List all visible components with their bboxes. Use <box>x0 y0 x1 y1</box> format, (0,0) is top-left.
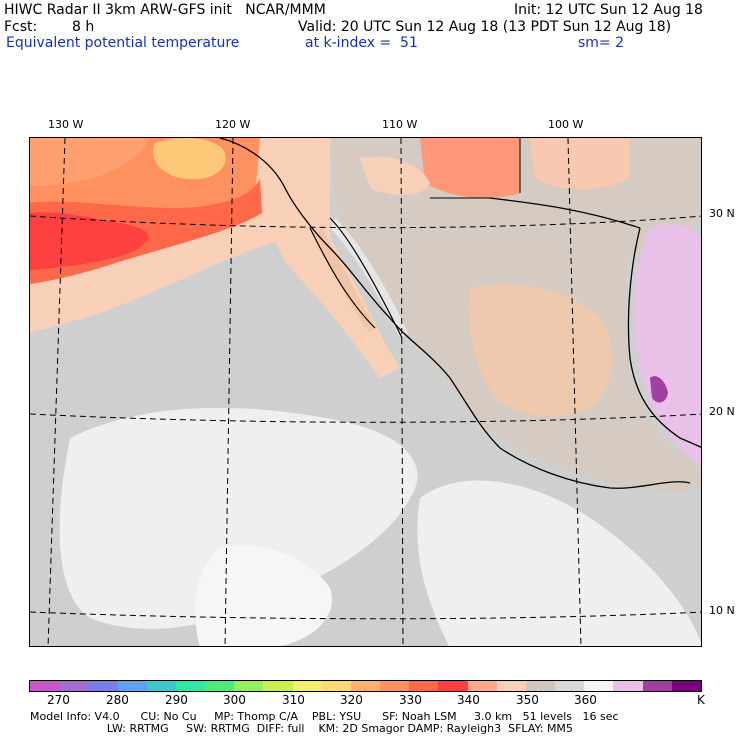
colorbar-segment-10 <box>321 681 351 691</box>
colorbar-segment-21 <box>642 681 672 691</box>
lon-label-110w: 110 W <box>382 118 418 131</box>
level-index: at k-index = 51 <box>305 35 418 51</box>
colorbar-label-340: 340 <box>457 693 480 707</box>
lat-label-20n: 20 N <box>709 405 735 418</box>
title-line: HIWC Radar II 3km ARW-GFS init NCAR/MMM <box>4 2 326 18</box>
colorbar-segment-4 <box>146 681 176 691</box>
colorbar-segment-8 <box>263 681 293 691</box>
colorbar-segment-12 <box>380 681 410 691</box>
colorbar-segment-6 <box>205 681 235 691</box>
colorbar-segment-22 <box>671 681 701 691</box>
colorbar-label-320: 320 <box>340 693 363 707</box>
colorbar-segment-3 <box>117 681 147 691</box>
lon-label-130w: 130 W <box>48 118 84 131</box>
colorbar-segment-17 <box>525 681 556 691</box>
valid-time: Valid: 20 UTC Sun 12 Aug 18 (13 PDT Sun … <box>298 19 672 35</box>
colorbar-segment-13 <box>409 681 439 691</box>
colorbar-label-270: 270 <box>47 693 70 707</box>
theta-e-map <box>29 137 702 647</box>
lon-label-120w: 120 W <box>215 118 251 131</box>
colorbar-segment-1 <box>59 681 89 691</box>
colorbar-segment-5 <box>175 681 206 691</box>
colorbar-segment-16 <box>496 681 526 691</box>
colorbar-segment-18 <box>555 681 585 691</box>
forecast-label: Fcst: <box>4 19 38 35</box>
init-time: Init: 12 UTC Sun 12 Aug 18 <box>514 2 703 18</box>
colorbar-segment-14 <box>438 681 468 691</box>
colorbar-segment-20 <box>613 681 643 691</box>
colorbar-label-300: 300 <box>223 693 246 707</box>
colorbar-segment-19 <box>584 681 614 691</box>
lon-label-100w: 100 W <box>548 118 584 131</box>
lat-label-10n: 10 N <box>709 604 735 617</box>
colorbar-label-290: 290 <box>165 693 188 707</box>
model-info-line-2: LW: RRTMG SW: RRTMG DIFF: full KM: 2D Sm… <box>30 722 573 735</box>
colorbar-segment-11 <box>350 681 381 691</box>
lat-label-30n: 30 N <box>709 207 735 220</box>
colorbar-label-350: 350 <box>516 693 539 707</box>
colorbar-segment-15 <box>467 681 497 691</box>
model-info-line-1: Model Info: V4.0 CU: No Cu MP: Thomp C/A… <box>30 710 619 723</box>
colorbar-unit: K <box>697 693 705 707</box>
colorbar-segment-0 <box>30 681 60 691</box>
colorbar-segment-2 <box>88 681 118 691</box>
colorbar-segment-9 <box>292 681 322 691</box>
colorbar-label-360: 360 <box>574 693 597 707</box>
colorbar-label-280: 280 <box>106 693 129 707</box>
colorbar-segment-7 <box>234 681 264 691</box>
forecast-hour: 8 h <box>72 19 95 35</box>
color-scale-bar <box>29 680 702 692</box>
map-fill-layer <box>30 138 701 646</box>
colorbar-label-330: 330 <box>399 693 422 707</box>
field-name: Equivalent potential temperature <box>6 35 240 51</box>
smoothing: sm= 2 <box>578 35 625 51</box>
colorbar-label-310: 310 <box>282 693 305 707</box>
